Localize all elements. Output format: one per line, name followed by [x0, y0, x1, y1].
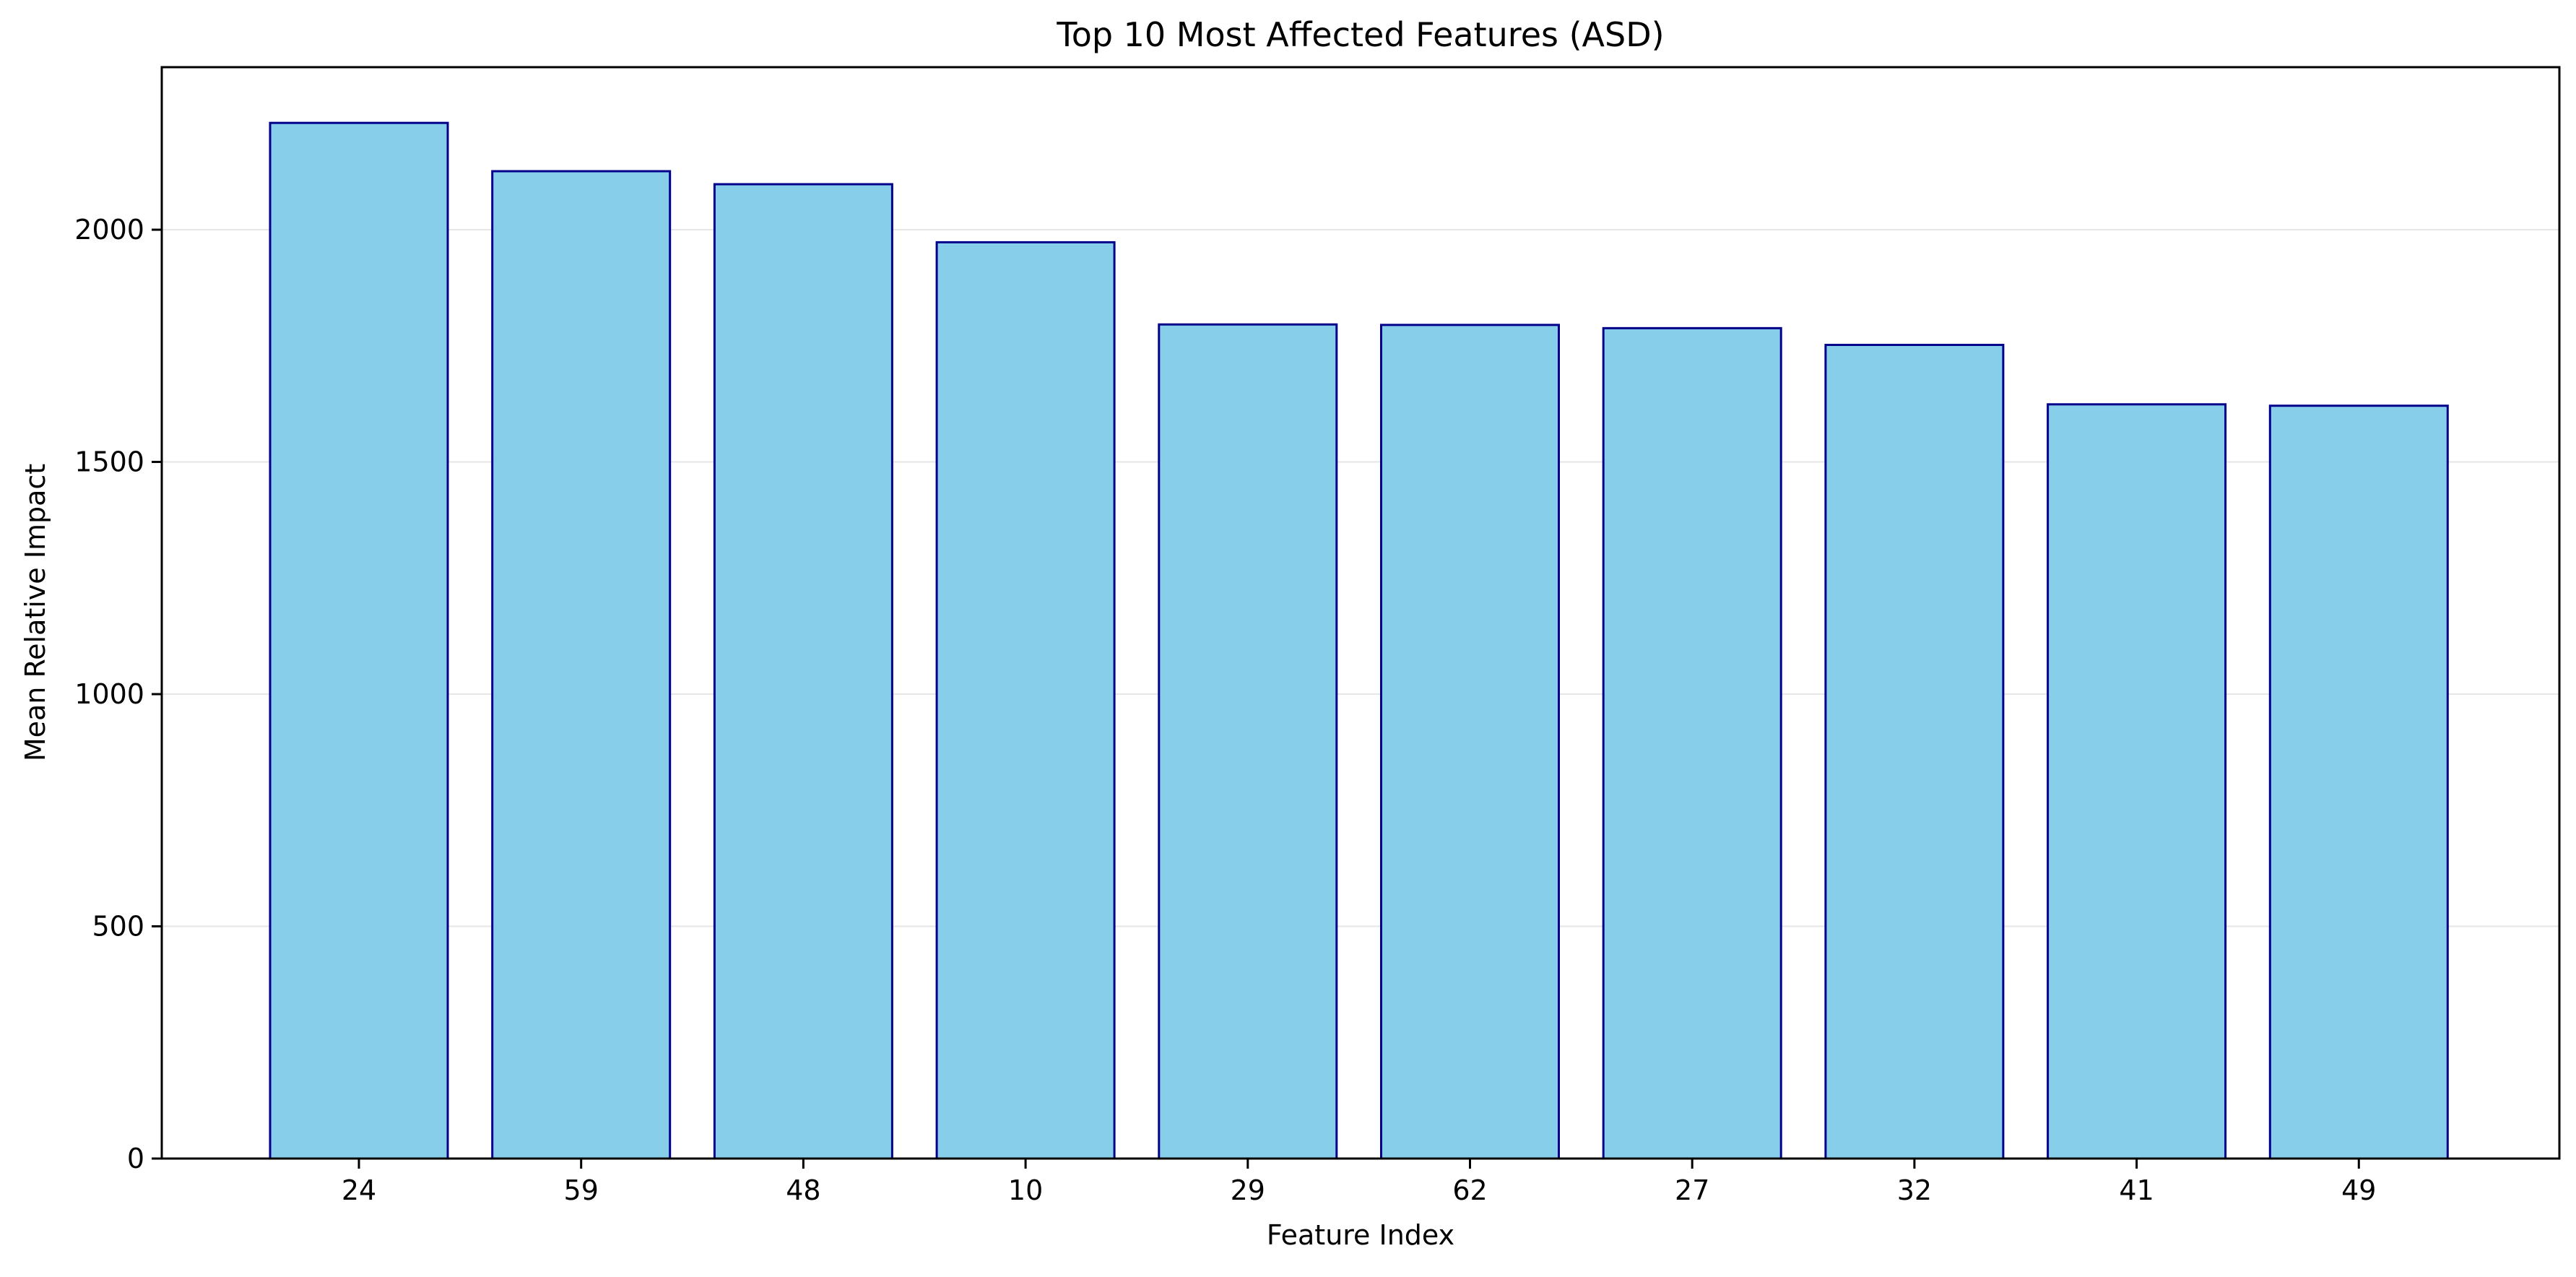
bars-layer	[269, 121, 2449, 1160]
bar-41	[2047, 403, 2227, 1160]
bar-27	[1602, 326, 1782, 1160]
bar-59	[491, 170, 672, 1160]
x-tick-label: 24	[342, 1174, 376, 1206]
y-tick-label: 1000	[74, 678, 144, 710]
x-tick-label: 62	[1452, 1174, 1487, 1206]
x-tick-label: 29	[1231, 1174, 1265, 1206]
x-tick-label: 27	[1675, 1174, 1709, 1206]
y-axis: 0 500 1000 1500 2000	[74, 214, 162, 1174]
y-tick-label: 0	[127, 1143, 144, 1174]
x-tick-label: 10	[1008, 1174, 1043, 1206]
y-tick-label: 2000	[74, 214, 144, 246]
bar-29	[1158, 323, 1338, 1160]
x-tick-label: 32	[1897, 1174, 1932, 1206]
x-axis: 24 59 48 10 29 62 27 32 41 49	[342, 1159, 2376, 1206]
bar-10	[935, 241, 1116, 1160]
bar-49	[2268, 404, 2449, 1160]
plot-frame	[160, 66, 2561, 1160]
y-tick-label: 1500	[74, 446, 144, 478]
bar-48	[713, 183, 893, 1160]
x-tick-label: 41	[2119, 1174, 2154, 1206]
bar-32	[1824, 344, 2005, 1160]
x-tick-label: 48	[786, 1174, 820, 1206]
x-tick-label: 49	[2341, 1174, 2376, 1206]
chart-title: Top 10 Most Affected Features (ASD)	[1056, 15, 1664, 54]
x-tick-label: 59	[564, 1174, 599, 1206]
bar-24	[269, 121, 449, 1160]
x-axis-label: Feature Index	[1267, 1219, 1454, 1251]
bar-62	[1380, 324, 1560, 1160]
y-axis-label: Mean Relative Impact	[19, 464, 51, 761]
y-tick-label: 500	[92, 911, 144, 943]
